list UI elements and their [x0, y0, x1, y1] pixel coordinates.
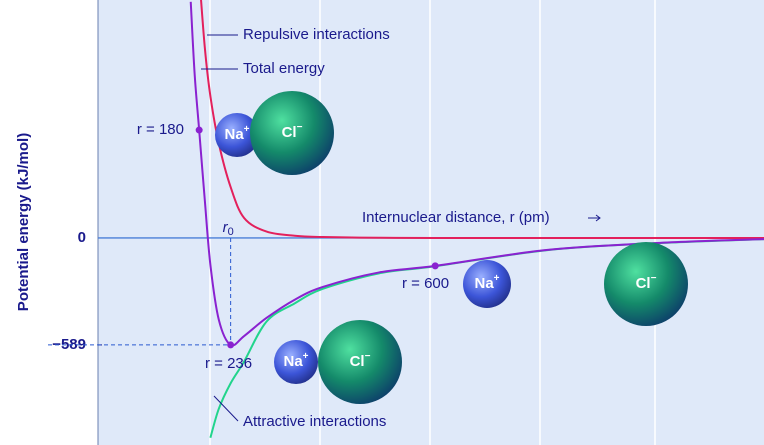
r0-label: r0 [223, 219, 234, 238]
point-marker [195, 126, 203, 134]
ion-symbol: Cl [350, 353, 365, 370]
ion-symbol: Cl [636, 275, 651, 292]
point-marker [431, 262, 439, 270]
point-label: r = 600 [402, 275, 449, 292]
ion: Cl− [318, 320, 402, 404]
r0-sub: 0 [228, 226, 234, 238]
ion: Na+ [463, 260, 511, 308]
series-label: Total energy [243, 60, 325, 77]
ion-label: Na+ [224, 124, 249, 143]
series-label: Attractive interactions [243, 413, 386, 430]
r0-main: r [223, 219, 229, 236]
point-marker [227, 341, 235, 349]
ion-charge: − [365, 351, 371, 362]
ion-charge: + [494, 273, 500, 284]
ion: Cl− [250, 91, 334, 175]
ion-sphere [215, 113, 259, 157]
ion-charge: + [244, 124, 250, 135]
ion-sphere [274, 340, 318, 384]
ion-sphere [463, 260, 511, 308]
vertical-grid [209, 0, 656, 445]
ion: Cl− [604, 242, 688, 326]
ion-symbol: Na [474, 275, 494, 292]
ion-label: Na+ [283, 351, 308, 370]
ion-label: Na+ [474, 273, 499, 292]
plot-background [98, 0, 764, 445]
ion-symbol: Na [283, 353, 303, 370]
ion-label: Cl− [636, 273, 657, 292]
series-line [189, 1, 764, 347]
series-line [200, 0, 764, 239]
leader-lines [201, 34, 601, 422]
chart-layer: 0 −589 Internuclear distance, r (pm) Attrac… [48, 0, 764, 439]
y-tick-label: 0 [78, 229, 86, 246]
point-label: r = 236 [205, 355, 252, 372]
ion-label: Cl− [350, 351, 371, 370]
ion-sphere [250, 91, 334, 175]
ion: Na+ [274, 340, 318, 384]
ion-sphere [604, 242, 688, 326]
y-tick-label: −589 [52, 336, 86, 353]
ion-symbol: Cl [282, 124, 297, 141]
ion-charge: − [297, 122, 303, 133]
ion-sphere [318, 320, 402, 404]
ion: Na+ [215, 113, 259, 157]
point-label: r = 180 [137, 121, 184, 138]
y-axis-label: Potential energy (kJ/mol) [15, 133, 32, 311]
ion-symbol: Na [224, 126, 244, 143]
x-axis-label: Internuclear distance, r (pm) [362, 209, 550, 226]
ion-label: Cl− [282, 122, 303, 141]
series-label: Repulsive interactions [243, 26, 390, 43]
ion-charge: − [651, 273, 657, 284]
ion-charge: + [303, 351, 309, 362]
